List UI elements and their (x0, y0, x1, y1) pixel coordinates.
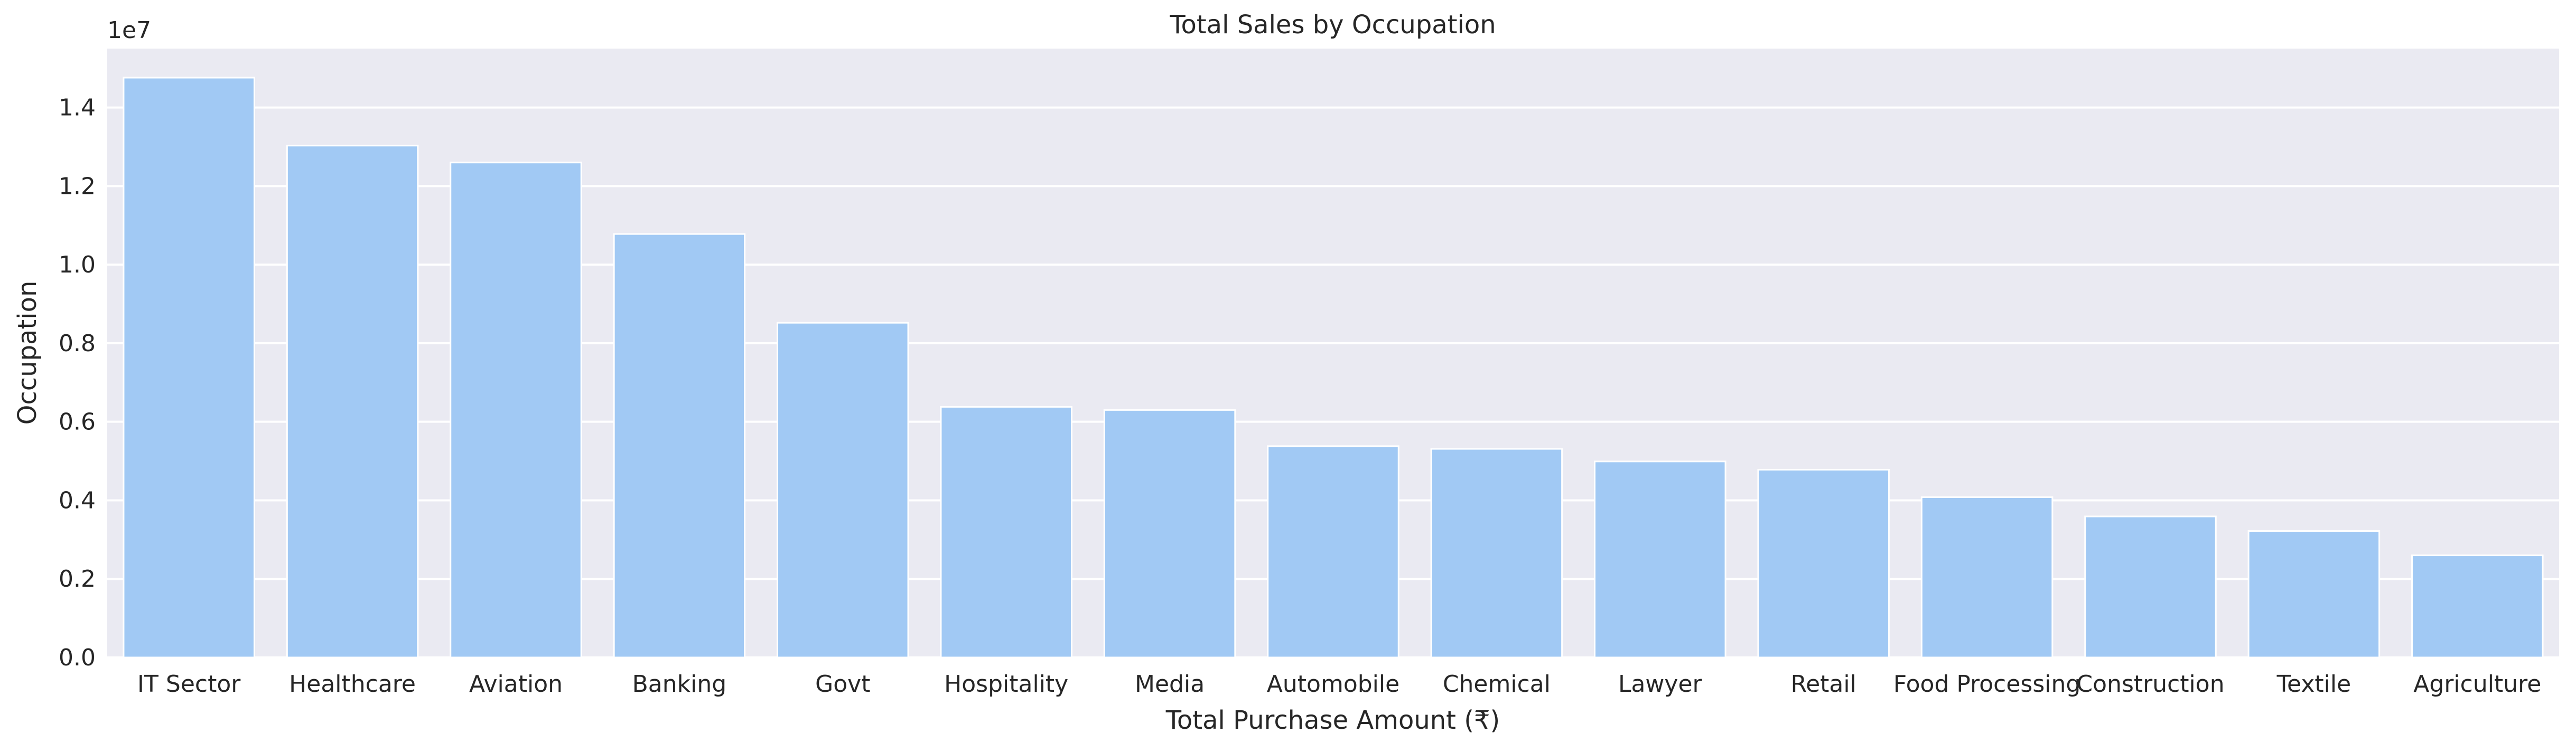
x-tick-label: Food Processing (1893, 671, 2080, 698)
bar-healthcare (286, 145, 419, 659)
chart-title: Total Sales by Occupation (1169, 10, 1496, 40)
y-axis-label: Occupation (13, 281, 42, 425)
y-tick-label: 0.4 (59, 487, 96, 514)
x-tick-label: Media (1135, 671, 1205, 698)
y-tick-label: 1.4 (59, 95, 96, 121)
x-tick-label: Banking (632, 671, 727, 698)
x-tick-labels: IT Sector Healthcare Aviation Banking Govt Ho… (137, 671, 2541, 698)
x-tick-label: Construction (2076, 671, 2224, 698)
y-tick-label: 0.8 (59, 330, 96, 357)
bar-media (1103, 409, 1236, 659)
x-tick-label: Govt (815, 671, 870, 698)
x-axis-label: Total Purchase Amount (₹) (1165, 706, 1500, 735)
x-tick-label: Lawyer (1618, 671, 1703, 698)
x-tick-label: Agriculture (2413, 671, 2541, 698)
y-tick-labels: 0.0 0.2 0.4 0.6 0.8 1.0 1.2 1.4 (59, 95, 96, 671)
bar-govt (777, 322, 909, 659)
bar-automobile (1267, 445, 1399, 659)
bar-food-processing (1920, 496, 2054, 659)
bar-lawyer (1594, 460, 1726, 659)
y-tick-label: 0.2 (59, 566, 96, 593)
bar-banking (613, 233, 746, 659)
bar-agriculture (2411, 554, 2544, 659)
x-tick-label: Hospitality (944, 671, 1068, 698)
y-tick-label: 1.2 (59, 173, 96, 200)
x-tick-label: IT Sector (137, 671, 241, 698)
bar-retail (1757, 468, 1890, 659)
y-offset-label: 1e7 (107, 17, 151, 44)
x-tick-label: Automobile (1267, 671, 1399, 698)
bar-it-sector (123, 77, 255, 659)
x-tick-label: Retail (1791, 671, 1856, 698)
bar-chemical (1430, 448, 1563, 659)
x-tick-label: Aviation (469, 671, 563, 698)
bar-aviation (450, 162, 582, 659)
bar-textile (2247, 530, 2381, 659)
bar-hospitality (940, 406, 1072, 659)
x-tick-label: Textile (2276, 671, 2351, 698)
bar-construction (2084, 515, 2217, 659)
bars (123, 77, 2544, 659)
y-tick-label: 1.0 (59, 251, 96, 278)
x-tick-label: Healthcare (289, 671, 416, 698)
y-tick-label: 0.0 (59, 644, 96, 671)
y-tick-label: 0.6 (59, 409, 96, 436)
x-tick-label: Chemical (1443, 671, 1551, 698)
